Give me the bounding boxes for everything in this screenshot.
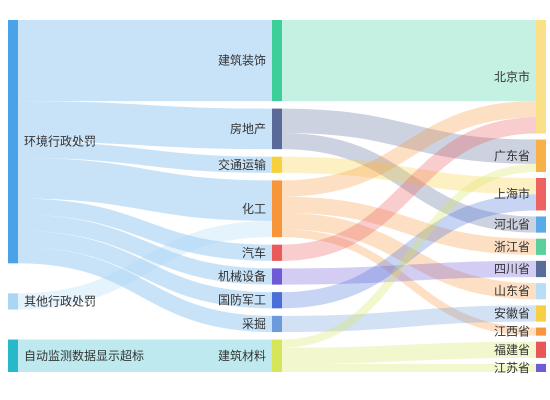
node-四川省 [536,260,546,278]
link-机械设备-四川省 [281,260,537,285]
node-label: 上海市 [494,186,530,201]
link-建筑材料-福建省 [281,341,537,364]
node-北京市 [536,20,546,134]
node-化工 [272,180,282,238]
node-label: 环境行政处罚 [24,134,96,149]
node-建筑装饰 [272,20,282,102]
link-房地产-河北省 [281,132,537,233]
node-label: 四川省 [494,262,530,276]
link-化工-北京市 [281,101,537,197]
link-化工-浙江省 [281,196,537,255]
node-安徽省 [536,305,546,322]
node-label: 福建省 [494,342,530,357]
node-label: 化工 [242,202,266,216]
node-label: 房地产 [230,121,266,136]
node-江西省 [536,327,546,336]
nodes-layer [8,20,546,372]
link-环境行政处罚-化工 [17,157,273,221]
node-江苏省 [536,363,546,372]
node-label: 安徽省 [494,305,530,320]
node-山东省 [536,283,546,300]
node-label: 交通运输 [218,157,266,172]
node-环境行政处罚 [8,20,18,264]
node-房地产 [272,108,282,150]
link-国防军工-上海市 [281,194,537,309]
node-福建省 [536,341,546,358]
link-交通运输-上海市 [281,156,537,195]
node-交通运输 [272,156,282,173]
link-化工-江西省 [281,229,537,336]
node-label: 建筑装饰 [218,53,266,68]
link-环境行政处罚-房地产 [17,101,273,150]
node-label: 河北省 [494,218,530,232]
node-机械设备 [272,268,282,285]
node-label: 机械设备 [218,269,266,284]
link-建筑材料-广东省 [281,163,537,348]
link-汽车-北京市 [281,117,537,261]
node-label: 自动监测数据显示超标 [24,348,144,363]
node-label: 国防军工 [218,292,266,307]
node-河北省 [536,216,546,233]
link-环境行政处罚-采掘 [17,247,273,333]
link-房地产-广东省 [281,108,537,164]
node-浙江省 [536,238,546,255]
node-label: 江苏省 [494,361,530,375]
node-上海市 [536,178,546,211]
node-label: 广东省 [494,149,530,163]
node-其他行政处罚 [8,293,18,310]
node-label: 浙江省 [494,240,530,254]
node-采掘 [272,315,282,333]
link-其他行政处罚-化工 [17,220,273,310]
node-建筑材料 [272,339,282,372]
link-环境行政处罚-国防军工 [17,230,273,309]
node-label: 其他行政处罚 [24,294,96,308]
node-自动监测数据显示超标 [8,339,18,372]
link-环境行政处罚-交通运输 [17,141,273,173]
node-label: 建筑材料 [218,348,266,363]
node-label: 江西省 [494,325,530,339]
link-采掘-安徽省 [281,305,537,333]
node-国防军工 [272,292,282,309]
link-环境行政处罚-汽车 [17,198,273,261]
node-广东省 [536,139,546,172]
link-环境行政处罚-机械设备 [17,214,273,285]
node-label: 汽车 [242,245,266,260]
node-label: 山东省 [494,284,530,298]
node-label: 采掘 [242,316,266,331]
node-label: 北京市 [494,69,530,84]
links-layer [17,20,537,373]
link-化工-山东省 [281,212,537,300]
node-汽车 [272,244,282,261]
